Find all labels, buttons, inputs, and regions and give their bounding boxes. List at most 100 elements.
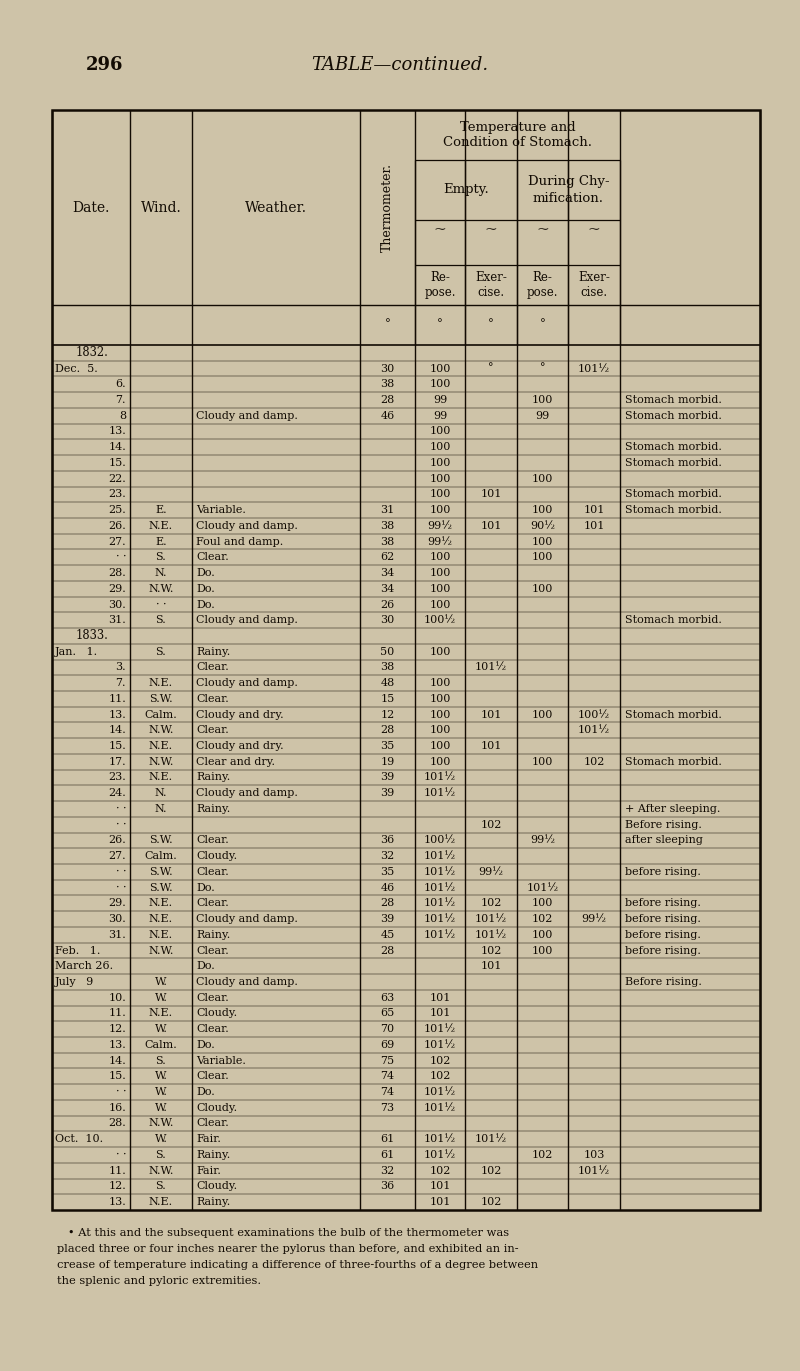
Text: Stomach morbid.: Stomach morbid. — [625, 710, 722, 720]
Text: 19: 19 — [380, 757, 394, 766]
Text: · ·: · · — [156, 599, 166, 610]
Text: 7.: 7. — [115, 395, 126, 404]
Text: 99: 99 — [433, 411, 447, 421]
Text: 1833.: 1833. — [75, 629, 109, 643]
Text: Variable.: Variable. — [196, 505, 246, 515]
Text: March 26.: March 26. — [55, 961, 113, 971]
Text: 39: 39 — [380, 914, 394, 924]
Text: 36: 36 — [380, 1182, 394, 1191]
Text: 46: 46 — [380, 411, 394, 421]
Text: Oct.  10.: Oct. 10. — [55, 1134, 103, 1145]
Text: N.W.: N.W. — [148, 584, 174, 594]
Text: 101½: 101½ — [424, 772, 456, 783]
Text: ~: ~ — [434, 223, 446, 237]
Text: Cloudy and damp.: Cloudy and damp. — [196, 616, 298, 625]
Text: Rainy.: Rainy. — [196, 803, 230, 814]
Text: before rising.: before rising. — [625, 914, 701, 924]
Text: 38: 38 — [380, 380, 394, 389]
Text: 101½: 101½ — [424, 1087, 456, 1097]
Text: 11.: 11. — [108, 1009, 126, 1019]
Text: 100½: 100½ — [424, 835, 456, 846]
Text: 103: 103 — [583, 1150, 605, 1160]
Text: 99½: 99½ — [478, 866, 503, 877]
Text: 100: 100 — [430, 725, 450, 735]
Text: 100: 100 — [430, 757, 450, 766]
Text: 102: 102 — [430, 1056, 450, 1065]
Text: 101: 101 — [583, 505, 605, 515]
Text: 99½: 99½ — [427, 536, 453, 547]
Text: Clear.: Clear. — [196, 946, 229, 956]
Text: 22.: 22. — [108, 474, 126, 484]
Text: S.: S. — [156, 647, 166, 657]
Text: Clear.: Clear. — [196, 1119, 229, 1128]
Text: 101½: 101½ — [424, 866, 456, 877]
Text: 101½: 101½ — [424, 1039, 456, 1050]
Text: W.: W. — [154, 1071, 167, 1082]
Text: · ·: · · — [115, 803, 126, 814]
Text: W.: W. — [154, 1102, 167, 1113]
Text: 102: 102 — [480, 1165, 502, 1176]
Text: 10.: 10. — [108, 993, 126, 1002]
Text: Calm.: Calm. — [145, 710, 178, 720]
Text: Clear.: Clear. — [196, 1071, 229, 1082]
Text: Clear.: Clear. — [196, 662, 229, 672]
Text: N.W.: N.W. — [148, 1165, 174, 1176]
Text: 100: 100 — [430, 553, 450, 562]
Text: 69: 69 — [380, 1039, 394, 1050]
Text: 38: 38 — [380, 662, 394, 672]
Text: Stomach morbid.: Stomach morbid. — [625, 616, 722, 625]
Text: 100: 100 — [532, 395, 553, 404]
Text: Clear.: Clear. — [196, 993, 229, 1002]
Text: 101½: 101½ — [475, 930, 507, 939]
Text: 25.: 25. — [108, 505, 126, 515]
Text: · ·: · · — [115, 1150, 126, 1160]
Text: Rainy.: Rainy. — [196, 930, 230, 939]
Text: Date.: Date. — [72, 200, 110, 214]
Text: 14.: 14. — [108, 725, 126, 735]
Text: placed three or four inches nearer the pylorus than before, and exhibited an in-: placed three or four inches nearer the p… — [57, 1243, 518, 1254]
Text: 101½: 101½ — [424, 898, 456, 909]
Text: 100: 100 — [430, 426, 450, 436]
Text: before rising.: before rising. — [625, 930, 701, 939]
Text: 39: 39 — [380, 772, 394, 783]
Text: 102: 102 — [583, 757, 605, 766]
Text: S.: S. — [156, 616, 166, 625]
Text: 26: 26 — [380, 599, 394, 610]
Text: Stomach morbid.: Stomach morbid. — [625, 489, 722, 499]
Text: 101½: 101½ — [424, 930, 456, 939]
Text: 100: 100 — [430, 505, 450, 515]
Text: 45: 45 — [380, 930, 394, 939]
Text: 74: 74 — [381, 1071, 394, 1082]
Text: 15.: 15. — [108, 742, 126, 751]
Text: 73: 73 — [381, 1102, 394, 1113]
Text: 100: 100 — [532, 584, 553, 594]
Text: Jan.   1.: Jan. 1. — [55, 647, 98, 657]
Text: 13.: 13. — [108, 426, 126, 436]
Text: Clear.: Clear. — [196, 553, 229, 562]
Text: 23.: 23. — [108, 772, 126, 783]
Text: 28.: 28. — [108, 1119, 126, 1128]
Text: 100: 100 — [430, 458, 450, 468]
Text: S.W.: S.W. — [149, 835, 173, 846]
Text: Clear.: Clear. — [196, 694, 229, 703]
Text: before rising.: before rising. — [625, 898, 701, 909]
Text: 13.: 13. — [108, 1039, 126, 1050]
Text: Stomach morbid.: Stomach morbid. — [625, 505, 722, 515]
Text: Condition of Stomach.: Condition of Stomach. — [443, 137, 592, 149]
Text: W.: W. — [154, 993, 167, 1002]
Text: 100: 100 — [430, 489, 450, 499]
Text: °: ° — [385, 318, 390, 332]
Text: 101½: 101½ — [424, 1102, 456, 1113]
Text: 30: 30 — [380, 363, 394, 373]
Text: before rising.: before rising. — [625, 946, 701, 956]
Text: 100½: 100½ — [578, 710, 610, 720]
Text: 15: 15 — [380, 694, 394, 703]
Text: 61: 61 — [380, 1150, 394, 1160]
Text: 61: 61 — [380, 1134, 394, 1145]
Text: 102: 102 — [532, 1150, 553, 1160]
Text: Do.: Do. — [196, 599, 214, 610]
Text: 30.: 30. — [108, 599, 126, 610]
Text: 100: 100 — [430, 584, 450, 594]
Text: Cloudy and damp.: Cloudy and damp. — [196, 521, 298, 531]
Text: 100: 100 — [532, 474, 553, 484]
